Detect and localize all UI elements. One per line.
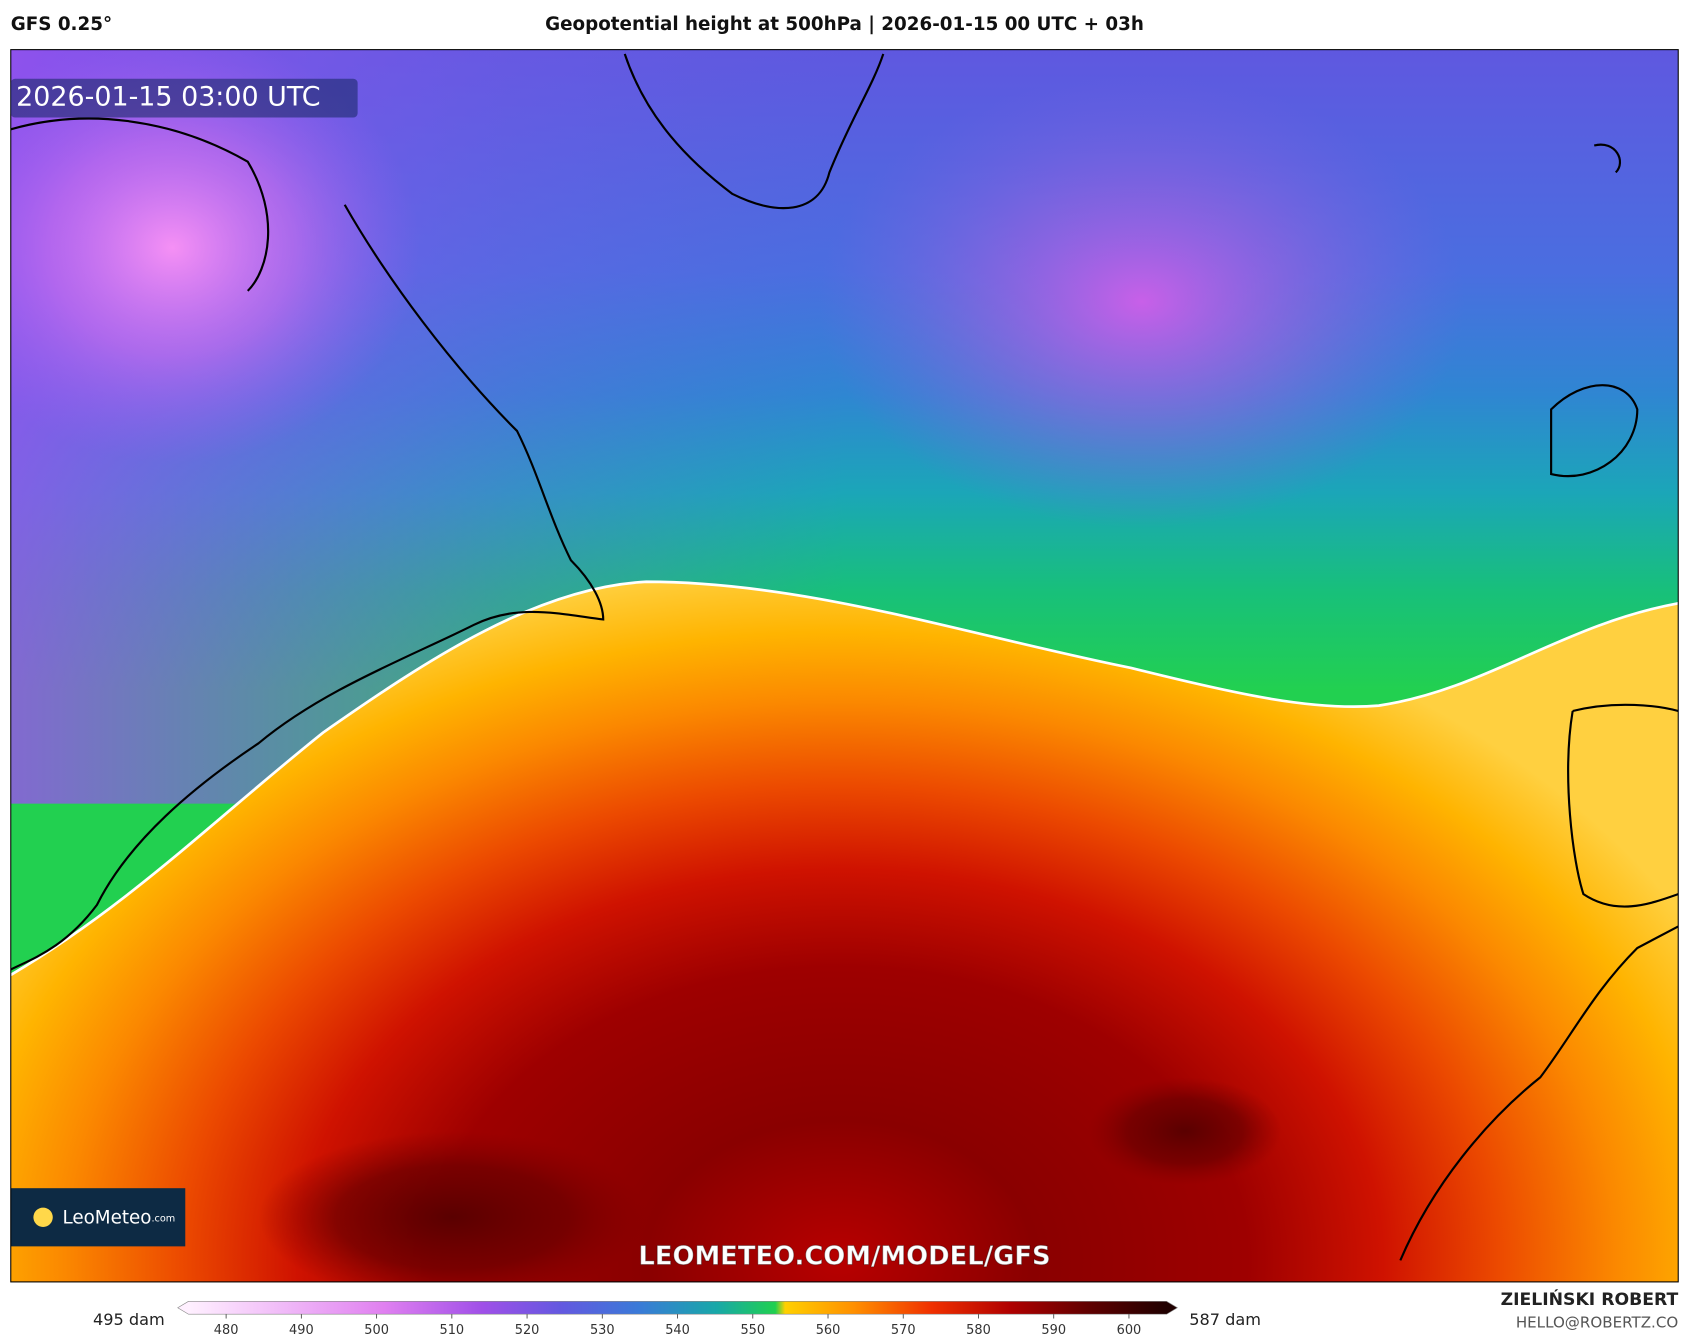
colorbar-tick-label: 490 bbox=[289, 1323, 314, 1338]
contour-552 bbox=[10, 580, 1679, 977]
logo-suffix: .com bbox=[151, 1213, 175, 1224]
colorbar-bar bbox=[177, 1300, 1178, 1315]
colorbar: 480 490 500 510 520 530 540 550 560 570 580 590 600 bbox=[177, 1300, 1178, 1338]
colorbar-tick-label: 530 bbox=[590, 1323, 615, 1338]
watermark: LEOMETEO.COM/MODEL/GFS bbox=[638, 1242, 1050, 1272]
logo-name: LeoMeteo bbox=[62, 1207, 151, 1228]
low-west bbox=[10, 49, 421, 464]
colorbar-tick-label: 580 bbox=[966, 1323, 991, 1338]
colorbar-tick-label: 480 bbox=[214, 1323, 239, 1338]
colorbar-tick-label: 550 bbox=[740, 1323, 765, 1338]
email: HELLO@ROBERTZ.CO bbox=[1516, 1313, 1679, 1331]
high-core bbox=[1087, 1077, 1282, 1185]
map-title: Geopotential height at 500hPa | 2026-01-… bbox=[545, 14, 1144, 35]
map-frame bbox=[10, 49, 1679, 1283]
timestamp: 2026-01-15 03:00 UTC bbox=[16, 82, 320, 113]
logo-sun bbox=[33, 1207, 53, 1227]
logo-text: LeoMeteo.com bbox=[62, 1207, 175, 1228]
colorbar-tick-label: 510 bbox=[440, 1323, 465, 1338]
author: ZIELIŃSKI ROBERT bbox=[1501, 1288, 1679, 1310]
colorbar-max-label: 587 dam bbox=[1189, 1310, 1261, 1329]
colorbar-tick-label: 500 bbox=[364, 1323, 389, 1338]
colorbar-tick-label: 520 bbox=[515, 1323, 540, 1338]
high-core bbox=[258, 1131, 647, 1282]
colorbar-tick-label: 590 bbox=[1041, 1323, 1066, 1338]
colorbar-tick-label: 560 bbox=[816, 1323, 841, 1338]
timestamp-box bbox=[10, 78, 358, 118]
colorbar-min-label: 495 dam bbox=[93, 1310, 165, 1329]
low-east bbox=[818, 75, 1465, 528]
colorbar-tick-label: 540 bbox=[665, 1323, 690, 1338]
colorbar-tick-label: 570 bbox=[891, 1323, 916, 1338]
map: LeoMeteo.com bbox=[10, 49, 1679, 1282]
coastlines bbox=[10, 53, 1679, 1261]
colorbar-tick-label: 600 bbox=[1117, 1323, 1142, 1338]
model-label: GFS 0.25° bbox=[11, 14, 112, 35]
